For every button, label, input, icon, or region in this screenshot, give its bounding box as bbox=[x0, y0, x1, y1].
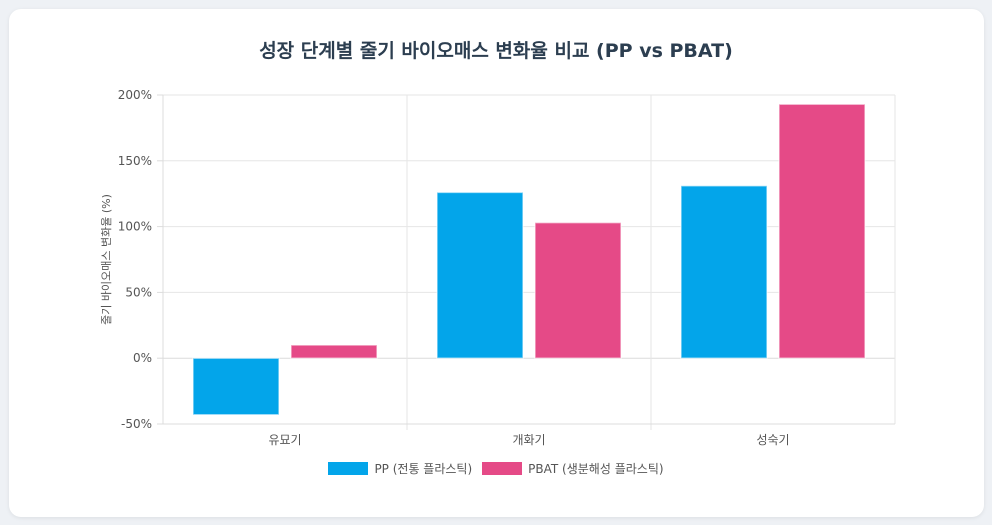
bar-pbat bbox=[778, 103, 866, 359]
bar-pp bbox=[192, 357, 280, 416]
chart-title: 성장 단계별 줄기 바이오매스 변화율 비교 (PP vs PBAT) bbox=[259, 40, 733, 62]
legend-swatch-pbat bbox=[482, 462, 523, 475]
x-tick-label: 개화기 bbox=[512, 433, 545, 447]
y-axis-title: 줄기 바이오매스 변화율 (%) bbox=[100, 194, 113, 325]
y-tick-label: -50% bbox=[121, 417, 152, 431]
y-tick-label: 0% bbox=[133, 351, 152, 365]
y-tick-label: 150% bbox=[118, 154, 152, 168]
x-tick-label: 유묘기 bbox=[268, 433, 301, 447]
bar-pp bbox=[436, 191, 524, 359]
legend-item-pp[interactable]: PP (전통 플라스틱) bbox=[328, 460, 472, 477]
y-tick-label: 50% bbox=[125, 285, 152, 299]
y-tick-label: 200% bbox=[118, 88, 152, 102]
bar-pp bbox=[680, 185, 768, 359]
legend-label-pp: PP (전통 플라스틱) bbox=[374, 462, 473, 476]
legend-item-pbat[interactable]: PBAT (생분해성 플라스틱) bbox=[482, 460, 664, 477]
legend: PP (전통 플라스틱) PBAT (생분해성 플라스틱) bbox=[0, 460, 992, 477]
legend-label-pbat: PBAT (생분해성 플라스틱) bbox=[528, 462, 664, 476]
legend-swatch-pp bbox=[328, 462, 369, 475]
bar-pbat bbox=[534, 221, 622, 359]
bar-pbat bbox=[290, 344, 378, 359]
y-tick-label: 100% bbox=[118, 220, 152, 234]
x-tick-label: 성숙기 bbox=[756, 433, 789, 447]
